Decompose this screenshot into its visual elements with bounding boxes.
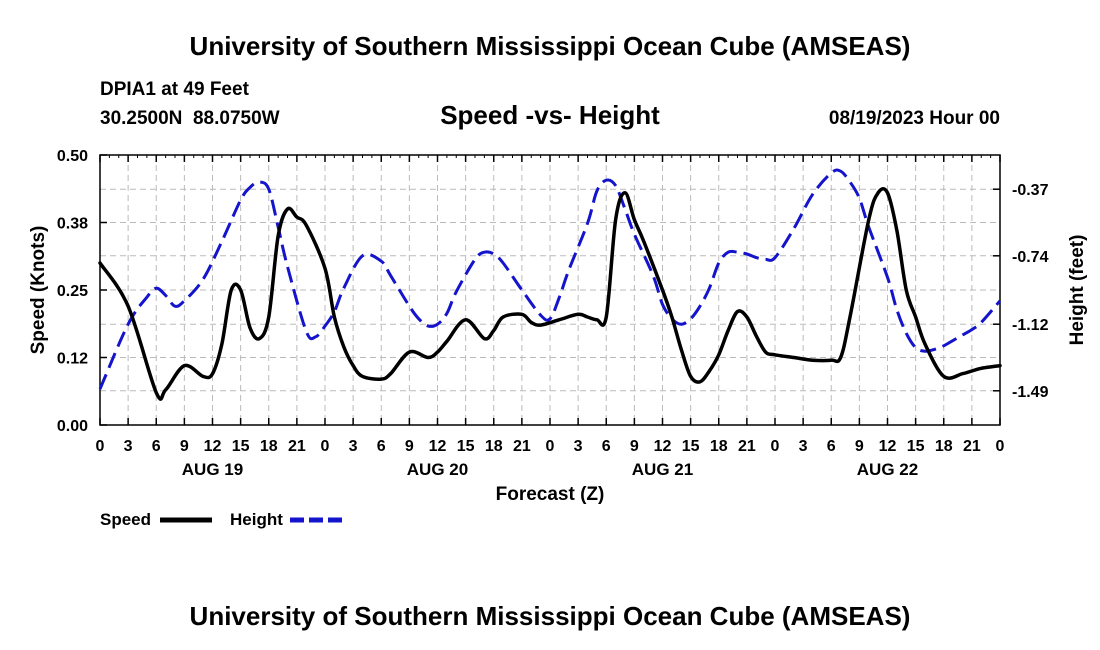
day-label: AUG 22 — [857, 460, 918, 479]
x-axis-label: Forecast (Z) — [496, 484, 605, 505]
x-tick-label: 9 — [855, 438, 864, 455]
x-tick-label: 21 — [738, 438, 756, 455]
speed-series-line — [98, 187, 1002, 401]
coords-label: 30.2500N 88.0750W — [100, 108, 280, 129]
x-tick-label: 15 — [232, 438, 250, 455]
x-tick-label: 3 — [124, 438, 133, 455]
x-tick-label: 6 — [827, 438, 836, 455]
footer-title: University of Southern Mississippi Ocean… — [190, 601, 911, 631]
x-tick-label: 0 — [321, 438, 330, 455]
height-series-line — [98, 168, 1002, 390]
x-tick-label: 0 — [546, 438, 555, 455]
x-tick-label: 12 — [879, 438, 897, 455]
y2-tick-label: -1.12 — [1012, 317, 1049, 334]
date-label: 08/19/2023 Hour 00 — [829, 108, 1000, 129]
x-tick-label: 9 — [405, 438, 414, 455]
station-label: DPIA1 at 49 Feet — [100, 79, 250, 100]
y-tick-label: 0.50 — [57, 148, 88, 165]
y2-tick-label: -1.49 — [1012, 384, 1049, 401]
x-tick-label: 0 — [96, 438, 105, 455]
grid-lines — [100, 155, 1000, 425]
x-tick-label: 18 — [710, 438, 728, 455]
legend-label-speed: Speed — [100, 510, 151, 529]
x-tick-label: 9 — [630, 438, 639, 455]
legend-label-height: Height — [230, 510, 283, 529]
y2-tick-label: -0.37 — [1012, 182, 1049, 199]
x-tick-label: 3 — [349, 438, 358, 455]
y2-axis-label: Height (feet) — [1067, 235, 1088, 346]
x-tick-label: 3 — [574, 438, 583, 455]
x-tick-label: 0 — [771, 438, 780, 455]
x-tick-label: 15 — [457, 438, 475, 455]
axes: 0 3 6 9 12 15 18 21 0 3 6 9 12 15 18 21 0 3 6 9 12 15 18 21 0 3 6 9… — [57, 148, 1049, 479]
x-tick-label: 21 — [513, 438, 531, 455]
x-tick-label: 15 — [907, 438, 925, 455]
x-tick-label: 6 — [377, 438, 386, 455]
x-tick-label: 21 — [963, 438, 981, 455]
x-tick-label: 0 — [996, 438, 1005, 455]
y-tick-label: 0.25 — [57, 283, 88, 300]
x-tick-label: 6 — [602, 438, 611, 455]
y-tick-label: 0.00 — [57, 418, 88, 435]
main-title: University of Southern Mississippi Ocean… — [190, 31, 911, 61]
series-lines — [98, 168, 1002, 401]
x-tick-label: 9 — [180, 438, 189, 455]
y-axis-label: Speed (Knots) — [28, 226, 49, 355]
x-tick-label: 18 — [485, 438, 503, 455]
x-tick-label: 18 — [935, 438, 953, 455]
x-tick-label: 12 — [429, 438, 447, 455]
x-tick-label: 12 — [204, 438, 222, 455]
day-label: AUG 21 — [632, 460, 693, 479]
y-tick-label: 0.38 — [57, 216, 88, 233]
legend: Speed Height — [100, 510, 342, 529]
x-tick-label: 21 — [288, 438, 306, 455]
day-label: AUG 20 — [407, 460, 468, 479]
x-tick-label: 18 — [260, 438, 278, 455]
y2-tick-label: -0.74 — [1012, 249, 1049, 266]
chart-subtitle: Speed -vs- Height — [440, 100, 660, 130]
x-tick-label: 12 — [654, 438, 672, 455]
x-tick-label: 6 — [152, 438, 161, 455]
x-tick-label: 15 — [682, 438, 700, 455]
day-label: AUG 19 — [182, 460, 243, 479]
x-tick-label: 3 — [799, 438, 808, 455]
y-tick-label: 0.12 — [57, 351, 88, 368]
